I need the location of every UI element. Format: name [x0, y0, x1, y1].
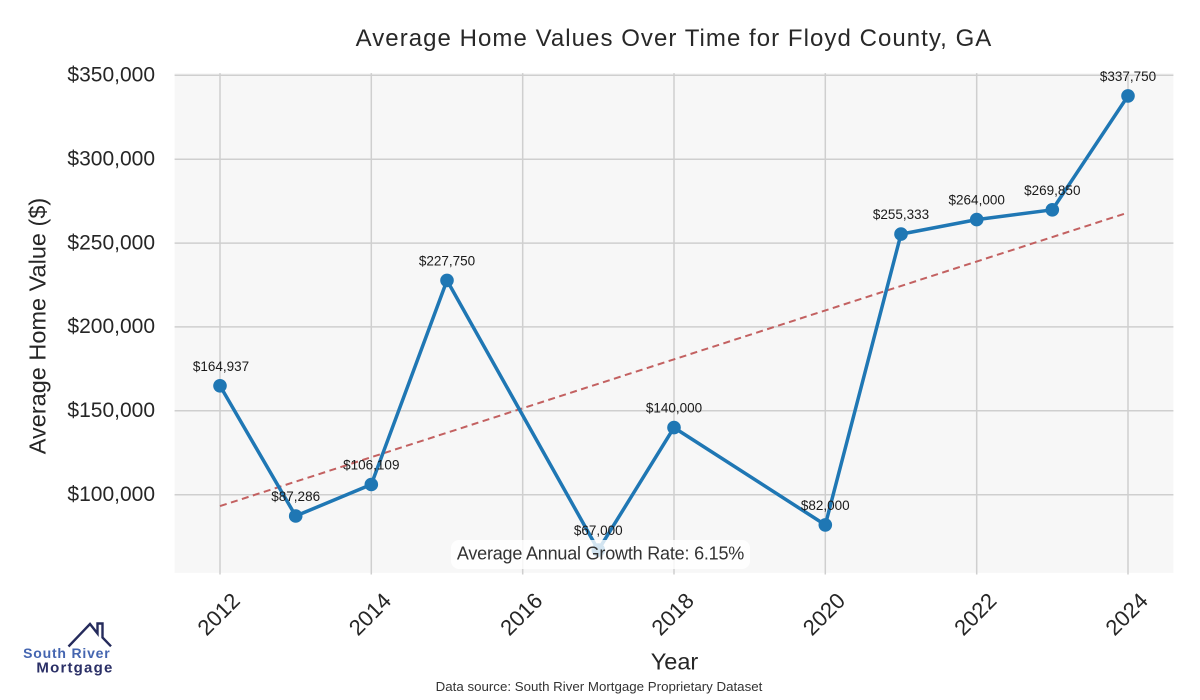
svg-text:South River: South River [23, 645, 110, 661]
svg-text:Average Annual Growth Rate: 6.: Average Annual Growth Rate: 6.15% [457, 544, 744, 564]
svg-text:$264,000: $264,000 [949, 193, 1005, 208]
svg-text:Data source: South River Mortg: Data source: South River Mortgage Propri… [436, 679, 763, 694]
svg-text:$67,000: $67,000 [574, 523, 623, 538]
svg-text:Average Home Values Over Time: Average Home Values Over Time for Floyd … [356, 25, 993, 52]
svg-text:$269,850: $269,850 [1024, 183, 1080, 198]
svg-text:$200,000: $200,000 [67, 315, 155, 338]
svg-text:Mortgage: Mortgage [36, 659, 113, 676]
svg-text:$87,286: $87,286 [271, 489, 320, 504]
svg-text:$255,333: $255,333 [873, 207, 929, 222]
svg-text:$350,000: $350,000 [67, 64, 155, 87]
svg-text:$82,000: $82,000 [801, 498, 850, 513]
svg-text:$250,000: $250,000 [67, 231, 155, 254]
svg-text:$150,000: $150,000 [67, 399, 155, 422]
svg-text:$164,937: $164,937 [193, 359, 249, 374]
svg-text:$100,000: $100,000 [67, 483, 155, 506]
svg-text:$140,000: $140,000 [646, 401, 702, 416]
svg-text:$106,109: $106,109 [343, 458, 399, 473]
svg-text:Year: Year [651, 648, 699, 674]
svg-text:Average Home Value ($): Average Home Value ($) [25, 198, 51, 454]
svg-text:$337,750: $337,750 [1100, 69, 1156, 84]
svg-text:$227,750: $227,750 [419, 253, 475, 268]
svg-text:$300,000: $300,000 [67, 148, 155, 171]
